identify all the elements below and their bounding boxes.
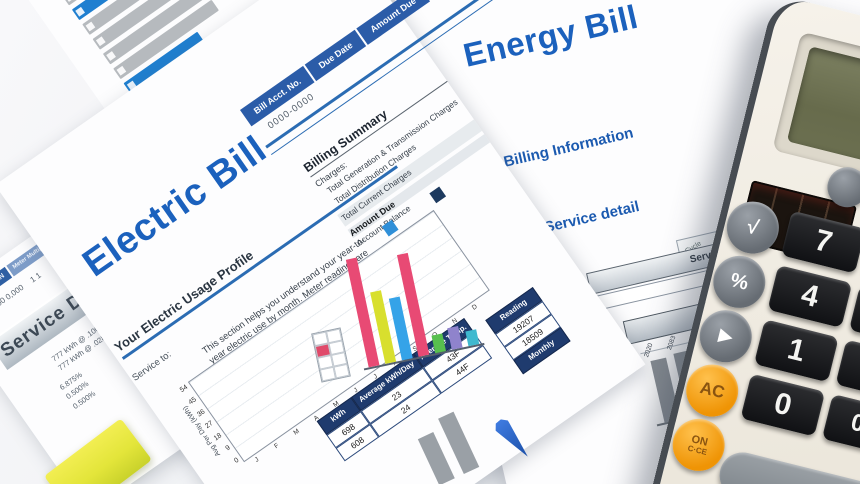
key-4[interactable]: 4 <box>767 264 853 328</box>
equals-key[interactable]: = <box>714 447 860 484</box>
key-2[interactable]: 2 <box>835 339 860 403</box>
y-tick: 36 <box>195 408 207 419</box>
y-tick: 9 <box>224 444 232 453</box>
key-00[interactable]: 00 <box>821 393 860 457</box>
on-ce-label: ON C·CE <box>686 432 710 457</box>
y-tick: 54 <box>178 383 190 395</box>
energy-bill-title: Energy Bill <box>459 0 642 74</box>
meter-value: 1 1 <box>28 270 43 285</box>
meter-value: 000 0,000 <box>0 282 26 311</box>
service-detail-heading: Service detail <box>542 198 641 237</box>
bar-value-label: 2083 <box>666 334 678 351</box>
billing-information-heading: Billing Information <box>502 124 635 171</box>
y-tick: 27 <box>204 420 215 431</box>
y-tick: 0 <box>233 456 241 465</box>
y-tick: 45 <box>187 395 198 407</box>
service-to-label: Service to: <box>130 348 174 384</box>
reading-table: Reading 19207 18509 Monthly <box>485 287 571 375</box>
ac-key[interactable]: AC <box>680 359 744 423</box>
grid-cell <box>333 363 350 379</box>
key-5[interactable]: 5 <box>848 285 860 349</box>
bar <box>447 326 463 350</box>
bar <box>431 333 446 354</box>
y-tick: 18 <box>212 432 224 443</box>
bar-value-label: 2020 <box>643 342 655 359</box>
bar <box>465 329 480 347</box>
colorful-bar-chart <box>338 223 485 371</box>
key-0[interactable]: 0 <box>740 373 826 437</box>
percent-key[interactable]: % <box>707 250 771 314</box>
key-1[interactable]: 1 <box>753 319 839 383</box>
arrow-key[interactable]: ▶ <box>694 304 758 368</box>
percent-lines: 6.875% 0.500% 0.500% <box>57 369 97 411</box>
